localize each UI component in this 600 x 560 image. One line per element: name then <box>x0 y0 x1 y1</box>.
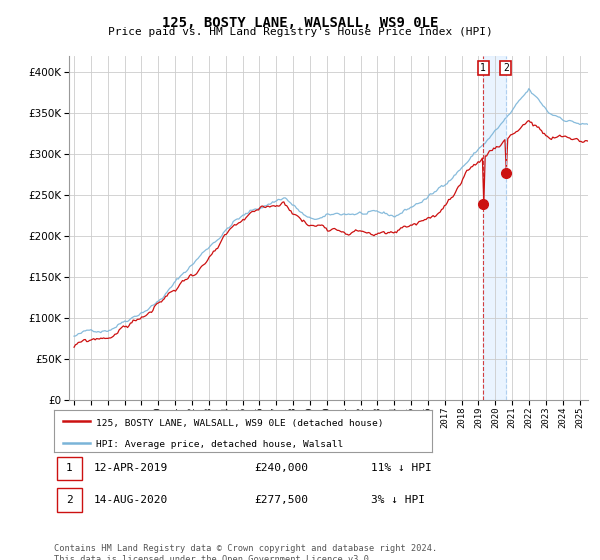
Text: Contains HM Land Registry data © Crown copyright and database right 2024.
This d: Contains HM Land Registry data © Crown c… <box>54 544 437 560</box>
FancyBboxPatch shape <box>56 456 82 480</box>
Text: 125, BOSTY LANE, WALSALL, WS9 0LE (detached house): 125, BOSTY LANE, WALSALL, WS9 0LE (detac… <box>95 419 383 428</box>
Text: 1: 1 <box>480 63 486 73</box>
Text: 2: 2 <box>66 495 73 505</box>
Text: 3% ↓ HPI: 3% ↓ HPI <box>371 495 425 505</box>
Text: £240,000: £240,000 <box>254 463 308 473</box>
Text: 12-APR-2019: 12-APR-2019 <box>94 463 168 473</box>
Bar <box>483 56 506 400</box>
Text: HPI: Average price, detached house, Walsall: HPI: Average price, detached house, Wals… <box>95 440 343 449</box>
Text: 2: 2 <box>503 63 509 73</box>
Text: Price paid vs. HM Land Registry's House Price Index (HPI): Price paid vs. HM Land Registry's House … <box>107 27 493 37</box>
Text: £277,500: £277,500 <box>254 495 308 505</box>
Text: 1: 1 <box>66 463 73 473</box>
Text: 11% ↓ HPI: 11% ↓ HPI <box>371 463 431 473</box>
Text: 14-AUG-2020: 14-AUG-2020 <box>94 495 168 505</box>
FancyBboxPatch shape <box>56 488 82 512</box>
Text: 125, BOSTY LANE, WALSALL, WS9 0LE: 125, BOSTY LANE, WALSALL, WS9 0LE <box>162 16 438 30</box>
